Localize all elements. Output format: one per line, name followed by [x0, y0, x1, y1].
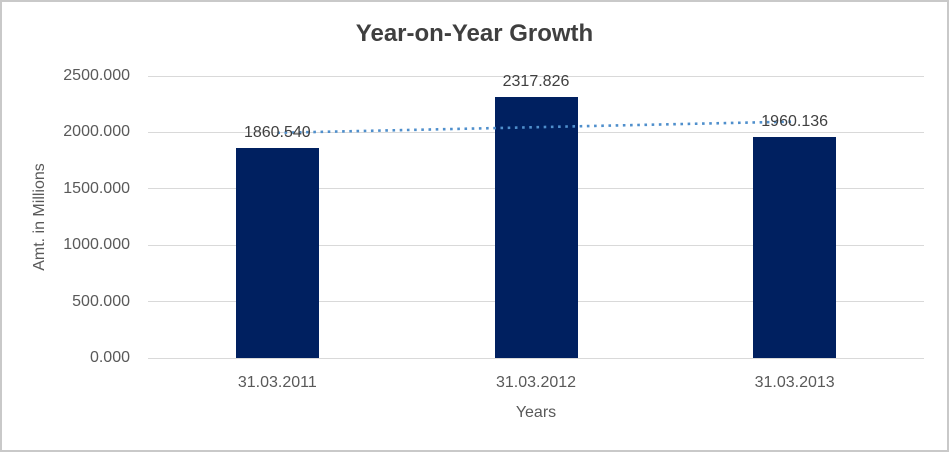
- bar: [753, 136, 837, 358]
- bar-value-label: 1960.136: [761, 112, 829, 130]
- chart-title: Year-on-Year Growth: [355, 20, 594, 47]
- gridline: [148, 357, 924, 359]
- x-axis-title: Years: [515, 404, 557, 421]
- bar-value-label: 2317.826: [502, 72, 570, 90]
- x-tick-label: 31.03.2013: [754, 374, 835, 391]
- trendline-path: [277, 120, 795, 135]
- y-tick-label: 1000.000: [63, 236, 130, 254]
- y-tick-label: 0.000: [89, 349, 130, 366]
- bar: [494, 96, 578, 358]
- plot-area: 1860.540 2317.826 1960.136: [148, 72, 924, 359]
- y-axis-title: Amt. in Millions: [31, 163, 48, 271]
- y-tick-label: 1500.000: [63, 179, 130, 197]
- y-tick-label: 2000.000: [63, 123, 130, 141]
- x-tick-label: 31.03.2011: [237, 374, 317, 391]
- bar-value-label: 1860.540: [243, 124, 311, 142]
- x-tick-label: 31.03.2012: [495, 374, 577, 391]
- bar: [235, 148, 319, 358]
- gridline: [148, 75, 924, 77]
- y-tick-label: 2500.000: [63, 67, 130, 84]
- y-tick-label: 500.000: [72, 292, 130, 310]
